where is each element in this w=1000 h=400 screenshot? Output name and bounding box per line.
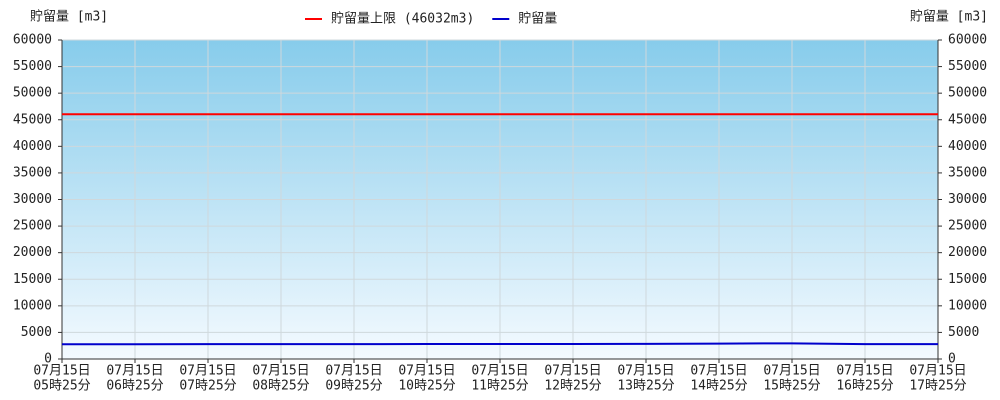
y2-tick-label: 5000 (948, 325, 979, 340)
x-tick-label: 07月15日 (398, 364, 455, 379)
y-tick-label: 30000 (13, 192, 52, 207)
x-tick-label: 05時25分 (33, 379, 90, 394)
y-tick-label: 20000 (13, 245, 52, 260)
x-tick-label: 07月15日 (471, 364, 528, 379)
x-tick-label: 09時25分 (325, 379, 382, 394)
y-tick-label: 5000 (21, 325, 52, 340)
y-tick-label: 25000 (13, 219, 52, 234)
y2-tick-label: 60000 (948, 33, 987, 48)
y-tick-label: 55000 (13, 59, 52, 74)
x-tick-label: 08時25分 (252, 379, 309, 394)
y-tick-label: 35000 (13, 165, 52, 180)
y-tick-label: 60000 (13, 33, 52, 48)
y-axis-label: 貯留量 [m3] (30, 10, 108, 25)
y-tick-label: 40000 (13, 139, 52, 154)
y2-tick-label: 30000 (948, 192, 987, 207)
legend-label: 貯留量上限 (46032m3) (331, 12, 474, 27)
x-tick-label: 11時25分 (471, 379, 528, 394)
series-line (62, 342, 938, 346)
x-tick-label: 07月15日 (106, 364, 163, 379)
x-tick-label: 07月15日 (33, 364, 90, 379)
y2-tick-label: 55000 (948, 59, 987, 74)
x-tick-label: 07月15日 (252, 364, 309, 379)
x-tick-label: 14時25分 (690, 379, 747, 394)
x-tick-label: 07月15日 (544, 364, 601, 379)
x-tick-label: 13時25分 (617, 379, 674, 394)
y2-tick-label: 15000 (948, 272, 987, 287)
x-tick-label: 07月15日 (690, 364, 747, 379)
x-tick-label: 07月15日 (179, 364, 236, 379)
y2-tick-label: 50000 (948, 86, 987, 101)
x-tick-label: 17時25分 (909, 379, 966, 394)
x-tick-label: 12時25分 (544, 379, 601, 394)
legend-label: 貯留量 (518, 12, 557, 27)
x-tick-label: 16時25分 (836, 379, 893, 394)
x-tick-label: 10時25分 (398, 379, 455, 394)
x-tick-label: 07月15日 (836, 364, 893, 379)
x-tick-label: 07月15日 (325, 364, 382, 379)
y-tick-label: 0 (44, 352, 52, 367)
x-tick-label: 15時25分 (763, 379, 820, 394)
y-tick-label: 10000 (13, 298, 52, 313)
x-tick-label: 07月15日 (617, 364, 674, 379)
y2-tick-label: 0 (948, 352, 956, 367)
x-tick-label: 07月15日 (763, 364, 820, 379)
y2-tick-label: 35000 (948, 165, 987, 180)
y-tick-label: 15000 (13, 272, 52, 287)
y2-tick-label: 40000 (948, 139, 987, 154)
y-tick-label: 45000 (13, 112, 52, 127)
x-tick-label: 07時25分 (179, 379, 236, 394)
y2-tick-label: 45000 (948, 112, 987, 127)
x-tick-label: 06時25分 (106, 379, 163, 394)
y2-tick-label: 10000 (948, 298, 987, 313)
y2-tick-label: 20000 (948, 245, 987, 260)
y-tick-label: 50000 (13, 86, 52, 101)
y2-tick-label: 25000 (948, 219, 987, 234)
x-tick-label: 07月15日 (909, 364, 966, 379)
y2-axis-label: 貯留量 [m3] (910, 10, 988, 25)
